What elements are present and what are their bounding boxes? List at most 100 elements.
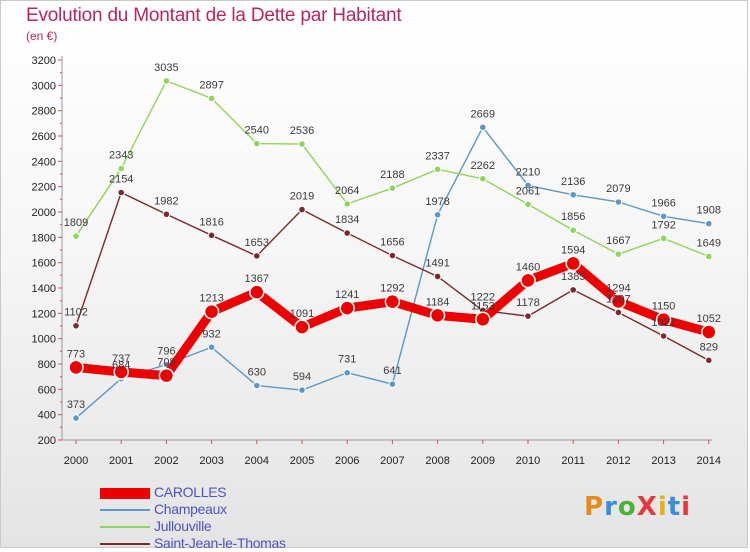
series-line-saint-jean-le-thomas (75, 191, 710, 362)
data-label: 1978 (425, 196, 449, 208)
data-point (343, 200, 352, 208)
data-point (565, 255, 581, 272)
data-point (252, 139, 261, 148)
data-point (162, 210, 171, 219)
data-label: 2337 (425, 150, 449, 162)
data-label: 373 (67, 399, 85, 411)
x-tick-label: 2006 (335, 455, 359, 467)
x-tick-label: 2004 (245, 455, 269, 467)
data-point (614, 198, 623, 206)
data-label: 1649 (697, 237, 721, 249)
data-point (701, 324, 717, 340)
data-point (207, 343, 216, 352)
data-point (610, 293, 627, 310)
data-label: 1792 (651, 219, 675, 231)
data-label: 2061 (516, 185, 540, 197)
y-tick-label: 800 (38, 359, 56, 371)
logo-letter: i (657, 492, 668, 522)
data-point (433, 210, 442, 219)
y-tick-label: 2800 (32, 106, 56, 118)
proxiti-logo: ProXiti (584, 492, 691, 522)
chart-title: Evolution du Montant de la Dette par Hab… (26, 5, 402, 26)
data-point (207, 94, 216, 103)
y-tick-label: 3200 (32, 55, 56, 67)
data-point (203, 303, 220, 320)
logo-letter: P (584, 492, 605, 522)
y-tick-label: 2600 (32, 131, 56, 143)
data-label: 932 (202, 328, 220, 340)
data-point (614, 308, 623, 317)
x-tick-label: 2005 (290, 455, 314, 467)
data-label: 2669 (471, 108, 495, 120)
data-point (433, 165, 442, 174)
data-label: 1653 (245, 237, 269, 249)
data-point (249, 284, 265, 300)
data-point (298, 386, 306, 394)
data-label: 829 (700, 341, 718, 353)
data-label: 1184 (426, 296, 450, 308)
data-point (569, 226, 578, 235)
data-point (384, 293, 401, 310)
data-label: 1491 (425, 257, 449, 269)
data-point (524, 181, 532, 190)
data-point (72, 321, 80, 330)
data-label: 1091 (290, 308, 314, 320)
data-label: 1656 (380, 237, 404, 249)
data-point (158, 367, 175, 384)
y-tick-label: 2400 (32, 156, 56, 168)
logo-letter: i (681, 492, 692, 522)
data-point (524, 312, 532, 320)
data-label: 2154 (109, 173, 133, 185)
legend-swatch (100, 509, 150, 511)
data-point (433, 272, 442, 281)
data-point (339, 300, 355, 316)
data-label: 1178 (516, 297, 540, 309)
data-point (113, 364, 129, 380)
data-point (705, 219, 713, 228)
data-point (388, 184, 397, 192)
y-tick-label: 600 (38, 384, 56, 396)
data-label: 2136 (561, 176, 585, 188)
y-tick-label: 1800 (32, 232, 56, 244)
data-point (479, 175, 487, 183)
logo-letter: X (636, 492, 658, 522)
x-tick-label: 2007 (380, 455, 404, 467)
legend-label: CAROLLES (154, 484, 227, 500)
data-label: 1241 (335, 289, 359, 301)
data-point (68, 359, 84, 376)
data-label: 2188 (380, 169, 404, 181)
chart-subtitle: (en €) (26, 29, 58, 43)
data-point (659, 234, 668, 243)
data-label: 1982 (154, 195, 178, 207)
data-point (162, 77, 171, 85)
x-tick-label: 2011 (561, 455, 585, 467)
x-tick-label: 2012 (606, 455, 630, 467)
legend-label: Saint-Jean-le-Thomas (154, 535, 286, 551)
data-point (705, 252, 713, 261)
data-point (207, 231, 216, 240)
data-point (614, 250, 623, 258)
x-tick-label: 2001 (109, 455, 133, 467)
logo-letter: t (667, 492, 682, 522)
data-label: 2536 (290, 125, 314, 137)
y-tick-label: 2200 (32, 182, 56, 194)
data-label: 1292 (380, 283, 404, 295)
data-label: 1213 (199, 293, 223, 305)
x-tick-label: 2009 (471, 455, 495, 467)
data-label: 2897 (199, 79, 223, 91)
data-label: 2210 (516, 166, 540, 178)
data-point (343, 368, 352, 377)
data-label: 1667 (606, 235, 630, 247)
data-point (294, 319, 310, 335)
y-tick-label: 400 (38, 410, 56, 422)
y-tick-label: 1000 (32, 334, 56, 346)
x-tick-label: 2000 (64, 455, 88, 467)
x-tick-label: 2003 (199, 455, 223, 467)
data-label: 1809 (64, 217, 88, 229)
y-tick-label: 200 (38, 435, 56, 447)
data-label: 2540 (245, 125, 269, 137)
data-label: 1594 (561, 244, 585, 256)
data-label: 3035 (154, 62, 178, 74)
data-label: 773 (67, 348, 85, 360)
